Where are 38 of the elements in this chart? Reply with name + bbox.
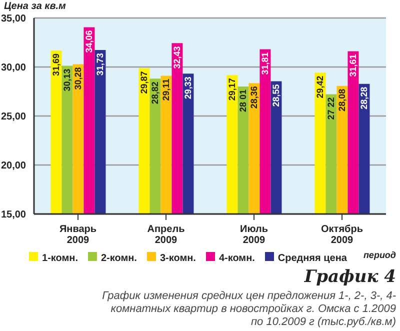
data-label: 29,33 [183, 76, 194, 100]
data-label: 29,42 [315, 76, 326, 98]
y-tick-label: 30,00 [0, 62, 26, 74]
legend-label: Средняя цена [278, 253, 347, 264]
data-label: 28 01 [238, 90, 248, 112]
legend-label: 4-комн. [218, 253, 255, 264]
data-label: 28,28 [359, 86, 370, 110]
x-tick-label: Октябрь 2009 [321, 224, 363, 246]
data-label: 28,08 [337, 88, 348, 112]
data-label: 31,81 [260, 52, 270, 75]
data-label: 29,87 [139, 71, 150, 94]
data-label: 27 22 [326, 97, 336, 120]
data-label: 28,82 [150, 82, 160, 104]
legend-label: 1-комн. [42, 253, 78, 264]
x-axis-title: период [363, 250, 396, 260]
x-tick-label: Январь 2009 [59, 224, 97, 246]
data-label: 28,55 [271, 84, 282, 107]
x-tick-label: Июль 2009 [240, 224, 268, 246]
data-label: 29,11 [161, 78, 172, 101]
y-tick-label: 15,00 [0, 210, 26, 221]
data-label: 31,73 [95, 53, 106, 76]
y-tick-label: 35,00 [0, 14, 26, 25]
text: График 4 [304, 267, 396, 287]
data-label: 28,36 [249, 86, 260, 109]
legend-label: 3-комн. [160, 253, 196, 264]
data-label: 34,06 [84, 30, 94, 53]
legend-label: 2-комн. [101, 253, 137, 264]
data-label: 32,43 [172, 46, 182, 69]
x-tick-label: Апрель 2009 [147, 224, 185, 246]
data-label: 29,17 [227, 78, 238, 101]
data-label: 30,13 [62, 68, 72, 92]
y-tick-label: 25,00 [0, 112, 26, 123]
text: График изменения средних цен предложения 1-, 2-, 3-, 4-комнатных квартир в новостройках г. Омска с 1.2009 по 10.2009 г (тыс.руб./кв.м) [101, 290, 396, 329]
y-tick-label: 20,00 [0, 160, 26, 172]
y-axis-title: Цена за кв.м [4, 1, 66, 12]
data-label: 31,61 [348, 54, 358, 77]
data-label: 30,28 [73, 67, 84, 90]
data-label: 31,69 [51, 53, 62, 76]
